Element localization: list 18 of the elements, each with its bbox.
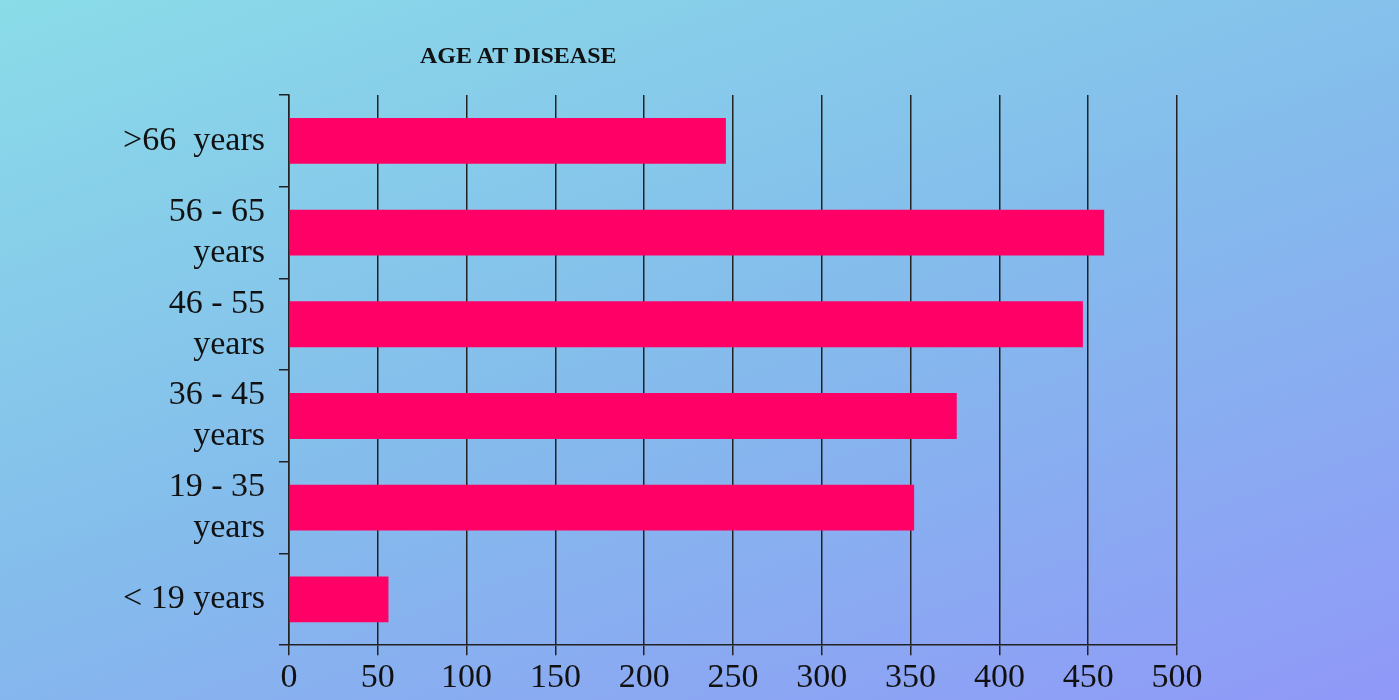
y-tick-label: 46 - 55 years [168, 282, 265, 361]
y-tick-label: 36 - 45 years [168, 374, 265, 453]
x-tick-label: 150 [529, 656, 581, 694]
x-tick-label: 350 [885, 656, 937, 694]
x-tick-label: 500 [1151, 656, 1203, 694]
x-tick-label: 200 [618, 656, 670, 694]
y-tick-label: 19 - 35 years [168, 466, 265, 544]
x-tick-label: 100 [441, 656, 493, 694]
x-tick-label: 250 [707, 656, 759, 694]
x-tick-label: 450 [1062, 656, 1114, 694]
y-tick-label: 56 - 65 years [168, 191, 265, 269]
x-tick-label: 0 [280, 656, 298, 694]
y-tick-label: < 19 years [123, 578, 265, 616]
chart-title: AGE AT DISEASE [420, 42, 617, 69]
x-tick-label: 50 [360, 656, 395, 694]
y-tick-label: >66 years [123, 119, 265, 157]
x-tick-label: 300 [796, 656, 848, 694]
x-tick-label: 400 [973, 656, 1025, 694]
